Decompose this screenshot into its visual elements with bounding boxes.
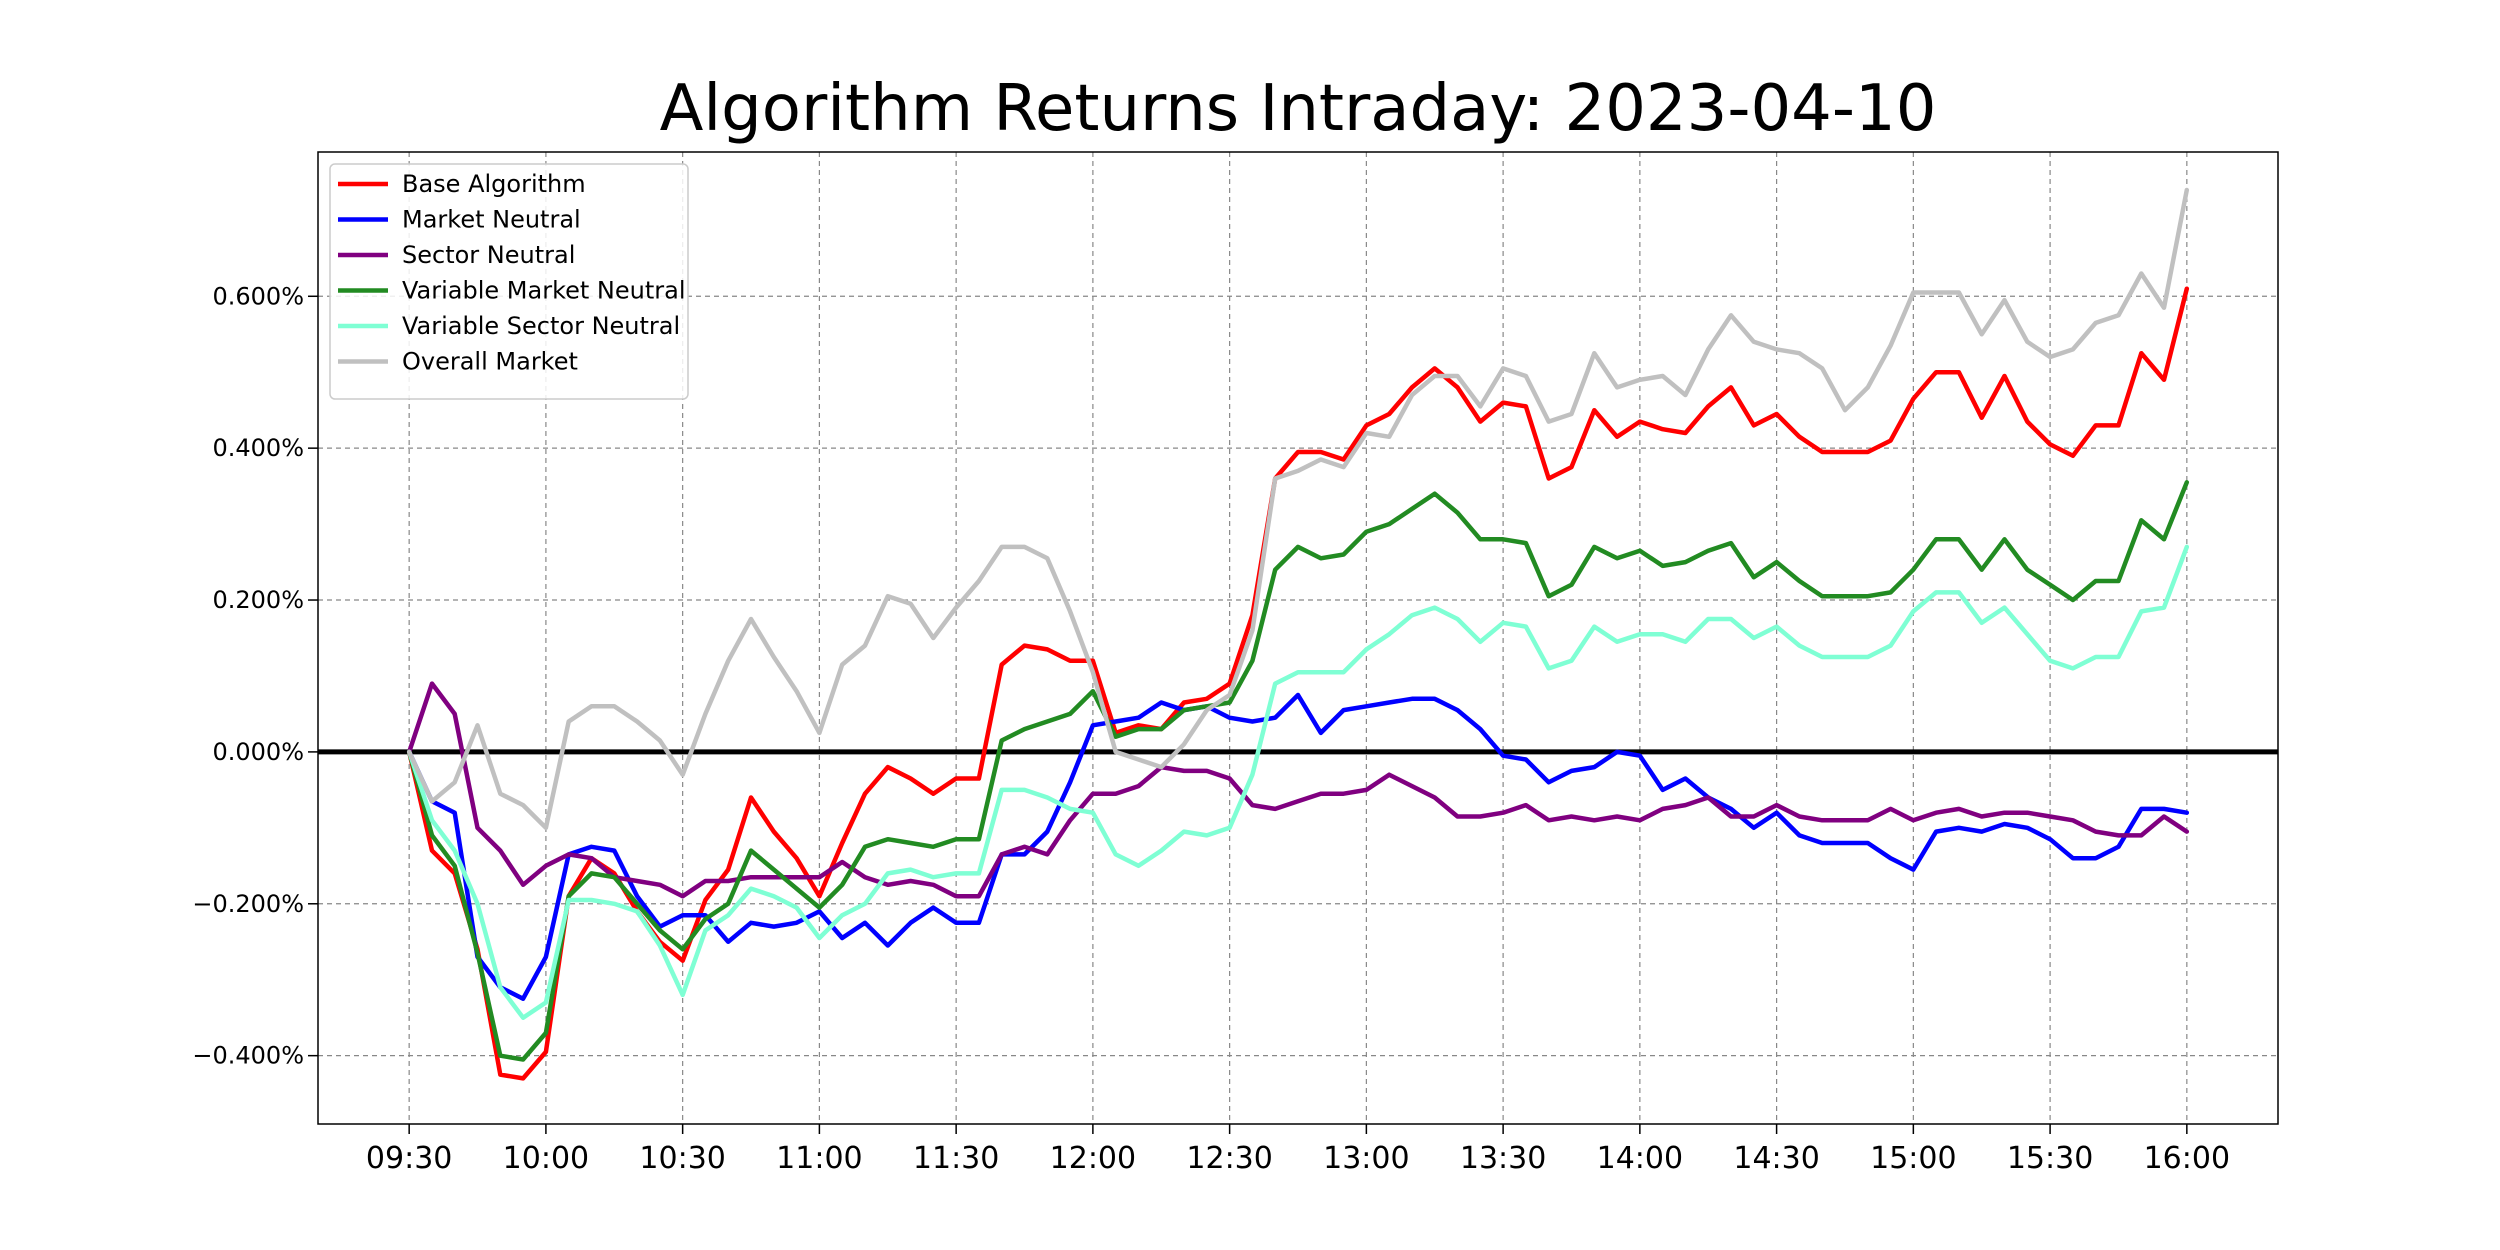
- legend-label: Market Neutral: [402, 206, 581, 234]
- x-tick-label: 16:00: [2144, 1141, 2230, 1176]
- x-tick-label: 15:00: [1870, 1141, 1956, 1176]
- y-axis: 0.600% 0.400% 0.200% 0.000% −0.200% −0.400%: [192, 282, 318, 1070]
- y-tick-label: 0.400%: [212, 434, 304, 462]
- x-tick-label: 13:00: [1323, 1141, 1409, 1176]
- legend: Base Algorithm Market Neutral Sector Neutr…: [329, 163, 689, 400]
- y-tick-label: −0.200%: [192, 890, 304, 918]
- y-tick-label: 0.600%: [212, 282, 304, 310]
- x-tick-label: 12:30: [1186, 1141, 1272, 1176]
- series-line-overall-market: [406, 187, 2190, 831]
- x-axis: 09:30 10:00 10:30 11:00 11:30 12:00 12:30 13:00…: [366, 1124, 2230, 1176]
- legend-box: [329, 163, 689, 400]
- series-line-variable-market-neutral: [406, 480, 2190, 1062]
- series-lines: [406, 187, 2190, 1081]
- y-tick-label: 0.200%: [212, 586, 304, 614]
- legend-label: Overall Market: [402, 348, 578, 376]
- x-tick-label: 10:00: [503, 1141, 589, 1176]
- x-tick-label: 09:30: [366, 1141, 452, 1176]
- x-tick-label: 15:30: [2007, 1141, 2093, 1176]
- legend-label: Sector Neutral: [402, 241, 575, 269]
- chart-title: Algorithm Returns Intraday: 2023-04-10: [660, 72, 1937, 146]
- x-tick-label: 12:00: [1050, 1141, 1136, 1176]
- y-tick-label: 0.000%: [212, 738, 304, 766]
- x-tick-label: 14:00: [1597, 1141, 1683, 1176]
- plot-frame: [317, 151, 2279, 1125]
- x-tick-label: 11:30: [913, 1141, 999, 1176]
- x-tick-label: 10:30: [639, 1141, 725, 1176]
- legend-label: Base Algorithm: [402, 170, 586, 198]
- series-line-variable-sector-neutral: [406, 544, 2190, 1020]
- y-tick-label: −0.400%: [192, 1042, 304, 1070]
- x-tick-label: 11:00: [776, 1141, 862, 1176]
- series-line-sector-neutral: [406, 681, 2190, 899]
- legend-label: Variable Market Neutral: [402, 277, 686, 305]
- series-line-base-algorithm: [406, 286, 2190, 1081]
- legend-label: Variable Sector Neutral: [402, 312, 680, 340]
- series-line-market-neutral: [406, 692, 2190, 1001]
- x-tick-label: 13:30: [1460, 1141, 1546, 1176]
- x-tick-label: 14:30: [1733, 1141, 1819, 1176]
